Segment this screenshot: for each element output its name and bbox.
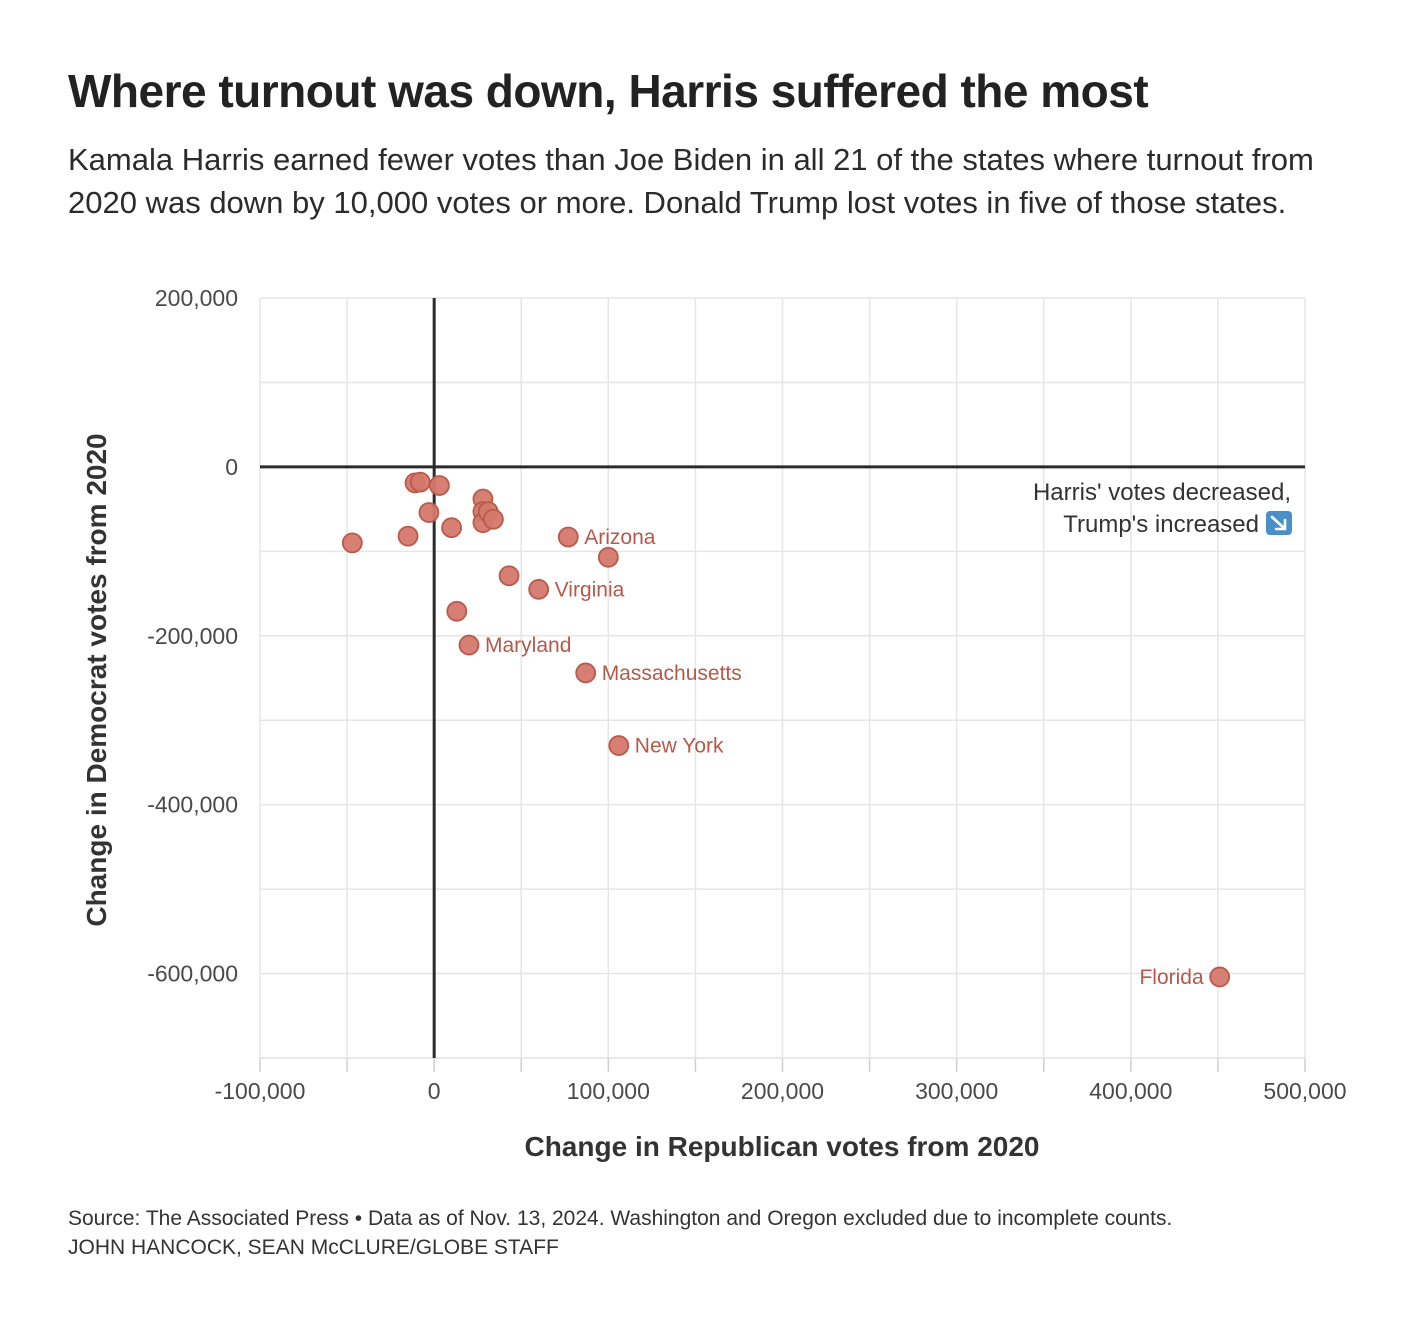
data-point (458, 634, 480, 656)
data-point (575, 662, 597, 684)
data-point (409, 471, 431, 493)
x-tick-label: 100,000 (567, 1078, 650, 1104)
point-label: New York (635, 735, 724, 758)
annotation-line-1: Harris' votes decreased, (1033, 479, 1291, 506)
data-point (597, 546, 619, 568)
data-point (528, 578, 550, 600)
point-label: Virginia (555, 578, 625, 601)
data-point (608, 735, 630, 756)
x-tick-label: 200,000 (741, 1078, 824, 1104)
credit-line: JOHN HANCOCK, SEAN McCLURE/GLOBE STAFF (68, 1236, 559, 1259)
point-label: Florida (1139, 966, 1204, 989)
data-point (1209, 966, 1231, 988)
y-axis-title: Change in Democrat votes from 2020 (81, 433, 112, 926)
arrow-down-right-icon (1266, 511, 1292, 535)
point-label: Arizona (584, 526, 656, 549)
point-label: Massachusetts (602, 662, 742, 685)
annotation-line-2: Trump's increased (1063, 511, 1259, 538)
data-point (441, 517, 462, 539)
data-point (418, 502, 440, 523)
data-points (341, 471, 1231, 988)
x-axis-title: Change in Republican votes from 2020 (524, 1131, 1039, 1162)
chart-footer: Source: The Associated Press • Data as o… (68, 1204, 1172, 1262)
axes (260, 298, 1305, 1058)
data-point (446, 600, 468, 622)
x-tick-label: 400,000 (1089, 1078, 1172, 1104)
data-point (397, 525, 419, 547)
data-point (428, 475, 450, 496)
x-tick-label: 300,000 (915, 1078, 998, 1104)
x-tick-label: 0 (428, 1078, 441, 1104)
chart-subtitle: Kamala Harris earned fewer votes than Jo… (68, 142, 1314, 220)
source-note: Source: The Associated Press • Data as o… (68, 1207, 1173, 1230)
x-tick-label: 500,000 (1263, 1078, 1346, 1104)
chart-title: Where turnout was down, Harris suffered … (68, 65, 1149, 117)
y-tick-label: -200,000 (147, 623, 238, 649)
data-point (482, 508, 504, 530)
y-tick-label: 200,000 (155, 285, 238, 311)
quadrant-annotation: Harris' votes decreased, Trump's increas… (1033, 479, 1292, 538)
y-tick-label: -400,000 (147, 792, 238, 818)
data-point (498, 565, 520, 587)
data-point (557, 526, 579, 548)
point-labels: Maryland Virginia Arizona Massachusetts New … (485, 526, 1204, 989)
gridlines (259, 297, 1306, 1072)
point-label: Maryland (485, 634, 571, 657)
tick-labels: -100,000 0 100,000 200,000 300,000 400,000 500… (147, 285, 1346, 1104)
y-tick-label: -600,000 (147, 961, 238, 987)
y-tick-label: 0 (225, 454, 238, 480)
data-point (341, 532, 363, 554)
scatter-chart: -100,000 0 100,000 200,000 300,000 400,000 500… (81, 285, 1347, 1162)
x-tick-label: -100,000 (215, 1078, 306, 1104)
